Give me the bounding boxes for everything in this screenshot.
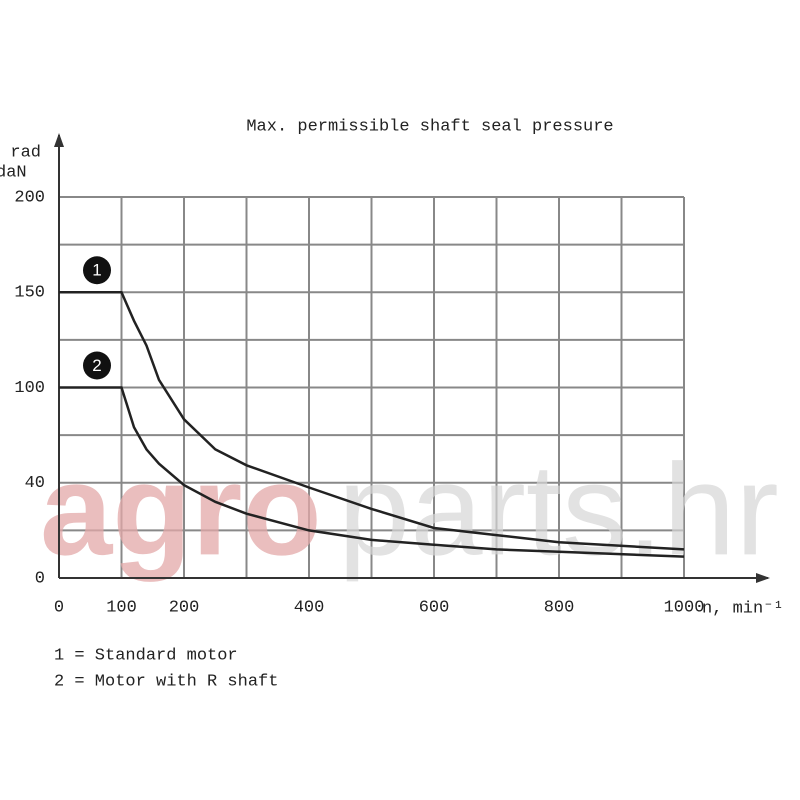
y-tick-label: 0 bbox=[35, 569, 45, 588]
chart-title: Max. permissible shaft seal pressure bbox=[246, 117, 613, 136]
series-key: 2 bbox=[92, 356, 101, 375]
series-key-badge bbox=[83, 256, 111, 285]
y-tick-label: 100 bbox=[14, 379, 45, 398]
y-axis-label: daN bbox=[0, 163, 27, 182]
x-tick-label: 0 bbox=[54, 598, 64, 617]
watermark: agro bbox=[40, 436, 322, 582]
series-line bbox=[59, 291, 685, 551]
legend-entry: 1 = Standard motor bbox=[54, 646, 238, 665]
x-tick-label: 400 bbox=[294, 598, 325, 617]
x-tick-label: 1000 bbox=[664, 598, 705, 617]
x-axis-label: n, min⁻¹ bbox=[702, 599, 784, 618]
legend-entry: 2 = Motor with R shaft bbox=[54, 672, 278, 691]
x-tick-label: 200 bbox=[169, 598, 200, 617]
x-tick-label: 600 bbox=[419, 598, 450, 617]
y-tick-label: 200 bbox=[14, 188, 45, 207]
series-key: 1 bbox=[92, 261, 101, 280]
x-tick-label: 100 bbox=[106, 598, 137, 617]
x-tick-label: 800 bbox=[544, 598, 575, 617]
series-key-badge bbox=[83, 351, 111, 380]
y-tick-label: 40 bbox=[25, 474, 45, 493]
series-line bbox=[59, 386, 685, 558]
y-axis-label: P rad bbox=[0, 143, 41, 162]
y-tick-label: 150 bbox=[14, 284, 45, 303]
watermark: parts.hr bbox=[338, 436, 779, 582]
